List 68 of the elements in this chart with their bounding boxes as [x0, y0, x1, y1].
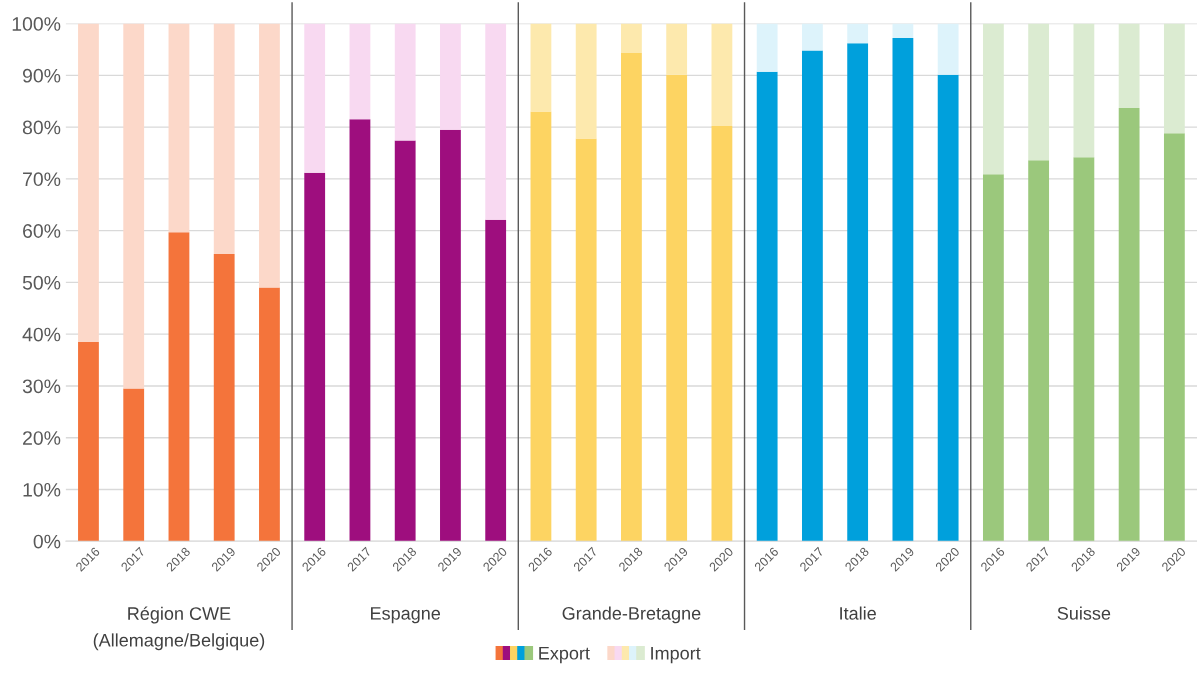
text: Grande-Bretagne	[562, 606, 701, 624]
bar	[213, 253, 235, 542]
bar	[1028, 160, 1050, 542]
bar	[847, 23, 869, 44]
bar	[847, 43, 869, 542]
bar	[802, 23, 823, 51]
y-tick-label: 100%	[12, 17, 61, 31]
bar	[485, 23, 507, 220]
bar	[892, 38, 914, 542]
bar	[530, 23, 552, 112]
bar	[711, 23, 733, 127]
y-tick-label: 20%	[23, 431, 61, 445]
bar	[1073, 23, 1095, 158]
bar	[440, 129, 461, 542]
bar	[982, 174, 1004, 542]
bar	[259, 23, 280, 288]
bar	[394, 23, 416, 141]
bar	[621, 23, 642, 54]
bar	[394, 140, 416, 542]
bar	[1163, 23, 1185, 134]
legend-label: Export	[539, 647, 590, 664]
bar	[440, 23, 461, 130]
bar	[78, 341, 99, 542]
bar	[123, 388, 145, 542]
bar	[802, 50, 823, 542]
bar	[485, 219, 507, 542]
y-tick-label: 50%	[22, 275, 61, 290]
bar	[937, 23, 959, 75]
bar	[78, 23, 99, 342]
bar	[213, 23, 235, 254]
y-tick-label: 30%	[22, 379, 61, 394]
bar	[756, 23, 778, 72]
bar	[575, 138, 597, 542]
bar	[1028, 23, 1050, 161]
bar	[1118, 23, 1140, 108]
y-tick-label: 60%	[23, 224, 61, 238]
bar	[304, 172, 326, 542]
legend-label: Import	[651, 647, 701, 664]
bar	[621, 53, 642, 542]
bar	[123, 23, 145, 389]
bar	[1163, 133, 1185, 542]
y-tick-label: 90%	[22, 68, 61, 83]
bar	[756, 71, 778, 542]
y-tick-label: 0%	[33, 534, 61, 549]
bar	[711, 126, 733, 542]
bar	[892, 23, 914, 39]
y-tick-label: 80%	[22, 120, 61, 135]
bar	[168, 232, 190, 542]
bar	[349, 23, 371, 120]
bar	[349, 119, 371, 542]
y-tick-label: 70%	[23, 172, 61, 187]
bar	[259, 287, 280, 542]
bar	[575, 23, 597, 139]
text: Espagne	[371, 607, 441, 624]
bar	[1118, 107, 1140, 542]
y-tick-label: 40%	[22, 327, 61, 342]
text: Suisse	[1057, 606, 1111, 620]
bar	[1073, 157, 1095, 542]
bar	[666, 23, 688, 75]
y-tick-label: 10%	[23, 482, 61, 497]
text: Région CWE (Allemagne/Belgique)	[93, 606, 265, 651]
bar	[530, 111, 552, 542]
bar	[666, 74, 688, 542]
bar	[304, 23, 326, 173]
bar	[168, 23, 190, 233]
text: Italie	[840, 606, 876, 620]
bar	[982, 23, 1004, 175]
bar	[937, 74, 959, 542]
